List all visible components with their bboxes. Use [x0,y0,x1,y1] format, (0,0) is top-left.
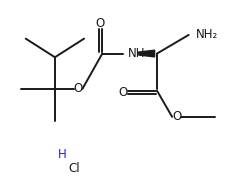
Text: O: O [96,17,105,30]
Polygon shape [139,50,155,57]
Text: Cl: Cl [69,163,80,176]
Text: O: O [118,86,128,99]
Text: NH₂: NH₂ [196,28,218,41]
Text: O: O [73,82,83,95]
Text: NH: NH [128,47,145,60]
Text: O: O [172,110,181,123]
Text: H: H [58,148,67,161]
